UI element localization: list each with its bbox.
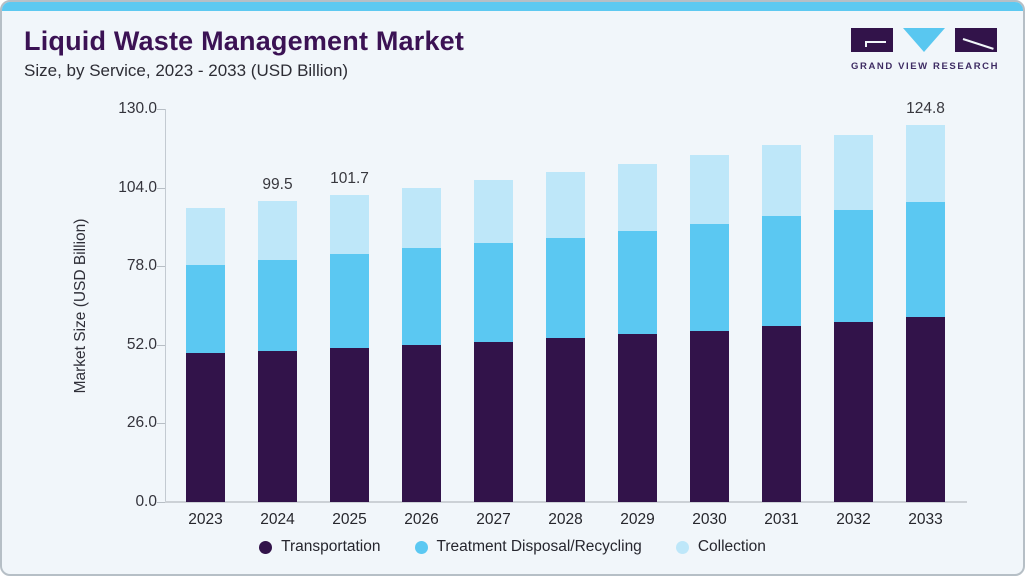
x-tick-label-2029: 2029 bbox=[620, 511, 655, 528]
data-label-2025: 101.7 bbox=[330, 169, 369, 187]
page-title: Liquid Waste Management Market bbox=[24, 26, 465, 56]
x-tick-label-2028: 2028 bbox=[548, 511, 583, 528]
y-tick-mark bbox=[157, 344, 165, 346]
bar-segment-2025-transportation bbox=[330, 348, 369, 502]
bar-2033 bbox=[906, 124, 945, 502]
bar-2032 bbox=[834, 135, 873, 502]
accent-strip bbox=[2, 2, 1023, 11]
y-tick-label: 26.0 bbox=[126, 414, 157, 432]
grand-view-research-logo: GRAND VIEW RESEARCH bbox=[851, 28, 1000, 72]
x-tick-label-2026: 2026 bbox=[404, 511, 439, 528]
y-axis-line bbox=[165, 109, 166, 502]
legend-label: Collection bbox=[697, 538, 766, 555]
x-tick-label-2033: 2033 bbox=[908, 511, 943, 528]
bar-segment-2029-treatment-disposal-recycling bbox=[618, 230, 657, 335]
y-tick-label: 0.0 bbox=[135, 493, 157, 510]
x-tick-label-2032: 2032 bbox=[836, 511, 871, 528]
bar-2031 bbox=[762, 145, 801, 502]
bar-segment-2028-collection bbox=[546, 172, 585, 238]
bar-segment-2028-transportation bbox=[546, 338, 585, 502]
bar-2027 bbox=[474, 179, 513, 502]
bar-2025 bbox=[330, 194, 369, 502]
x-tick-label-2025: 2025 bbox=[332, 511, 367, 528]
legend-dot-icon bbox=[414, 540, 428, 554]
y-tick-label: 104.0 bbox=[118, 178, 157, 196]
bar-segment-2033-collection bbox=[906, 124, 945, 202]
bar-2024 bbox=[258, 201, 297, 502]
legend-item-treatment-disposal-recycling: Treatment Disposal/Recycling bbox=[414, 538, 642, 556]
bar-segment-2024-collection bbox=[258, 201, 297, 260]
bar-segment-2025-collection bbox=[330, 194, 369, 255]
bar-segment-2027-transportation bbox=[474, 342, 513, 502]
bar-2023 bbox=[186, 207, 225, 502]
bar-segment-2023-treatment-disposal-recycling bbox=[186, 264, 225, 354]
page-subtitle: Size, by Service, 2023 - 2033 (USD Billi… bbox=[24, 61, 349, 80]
logo-wordmark: GRAND VIEW RESEARCH bbox=[851, 61, 1000, 72]
y-tick-label: 52.0 bbox=[126, 335, 157, 353]
data-label-2033: 124.8 bbox=[906, 99, 945, 117]
bar-segment-2029-collection bbox=[618, 164, 657, 231]
bar-segment-2024-treatment-disposal-recycling bbox=[258, 259, 297, 352]
bar-segment-2032-transportation bbox=[834, 321, 873, 502]
legend-label: Treatment Disposal/Recycling bbox=[436, 538, 642, 555]
y-tick-mark bbox=[157, 502, 165, 503]
x-axis-line bbox=[165, 501, 967, 503]
x-tick-label-2027: 2027 bbox=[476, 511, 511, 528]
chart-plot-area: Market Size (USD Billion) 0.0 26.0 52.0 78.… bbox=[72, 100, 967, 528]
x-tick-label-2024: 2024 bbox=[260, 511, 295, 528]
legend-label: Transportation bbox=[281, 538, 381, 555]
bar-2029 bbox=[618, 164, 657, 502]
bar-2028 bbox=[546, 172, 585, 502]
y-axis-title: Market Size (USD Billion) bbox=[72, 218, 89, 393]
bar-2030 bbox=[690, 154, 729, 502]
bar-segment-2026-collection bbox=[402, 187, 441, 249]
y-tick-mark bbox=[157, 109, 165, 110]
x-tick-label-2023: 2023 bbox=[188, 511, 223, 528]
bar-segment-2027-collection bbox=[474, 179, 513, 244]
bar-segment-2031-collection bbox=[762, 145, 801, 217]
y-tick-mark bbox=[157, 423, 165, 425]
legend-dot-icon bbox=[675, 540, 689, 554]
logo-r-block bbox=[955, 28, 997, 52]
y-tick-mark bbox=[157, 266, 165, 268]
header: Liquid Waste Management Market Size, by … bbox=[24, 26, 464, 81]
bar-2026 bbox=[402, 187, 441, 502]
y-tick-mark bbox=[157, 187, 165, 189]
bar-segment-2033-treatment-disposal-recycling bbox=[906, 201, 945, 317]
bar-segment-2026-transportation bbox=[402, 344, 441, 502]
bar-segment-2030-transportation bbox=[690, 330, 729, 502]
bar-segment-2031-transportation bbox=[762, 326, 801, 502]
bar-segment-2023-collection bbox=[186, 207, 225, 265]
bar-segment-2027-treatment-disposal-recycling bbox=[474, 243, 513, 343]
bar-segment-2028-treatment-disposal-recycling bbox=[546, 237, 585, 339]
y-tick-label: 78.0 bbox=[126, 257, 157, 275]
gvr-logo-shapes bbox=[851, 28, 997, 52]
bar-segment-2032-collection bbox=[834, 135, 873, 210]
bar-segment-2033-transportation bbox=[906, 316, 945, 502]
logo-v-triangle-icon bbox=[903, 28, 945, 52]
data-label-2024: 99.5 bbox=[262, 176, 293, 194]
x-tick-label-2030: 2030 bbox=[692, 511, 727, 528]
legend-item-transportation: Transportation bbox=[259, 538, 381, 556]
bar-segment-2030-collection bbox=[690, 154, 729, 224]
bar-segment-2030-treatment-disposal-recycling bbox=[690, 223, 729, 331]
bar-segment-2031-treatment-disposal-recycling bbox=[762, 216, 801, 327]
bar-segment-2025-treatment-disposal-recycling bbox=[330, 254, 369, 349]
bar-segment-2029-transportation bbox=[618, 334, 657, 502]
legend-item-collection: Collection bbox=[675, 538, 766, 556]
legend-dot-icon bbox=[259, 540, 273, 554]
bar-segment-2023-transportation bbox=[186, 353, 225, 502]
logo-g-block bbox=[851, 28, 893, 52]
bar-segment-2024-transportation bbox=[258, 351, 297, 502]
y-tick-label: 130.0 bbox=[118, 100, 157, 117]
bar-segment-2026-treatment-disposal-recycling bbox=[402, 248, 441, 345]
chart-legend: Transportation Treatment Disposal/Recycli… bbox=[2, 538, 1023, 556]
bar-segment-2032-treatment-disposal-recycling bbox=[834, 209, 873, 322]
x-tick-label-2031: 2031 bbox=[764, 511, 799, 528]
